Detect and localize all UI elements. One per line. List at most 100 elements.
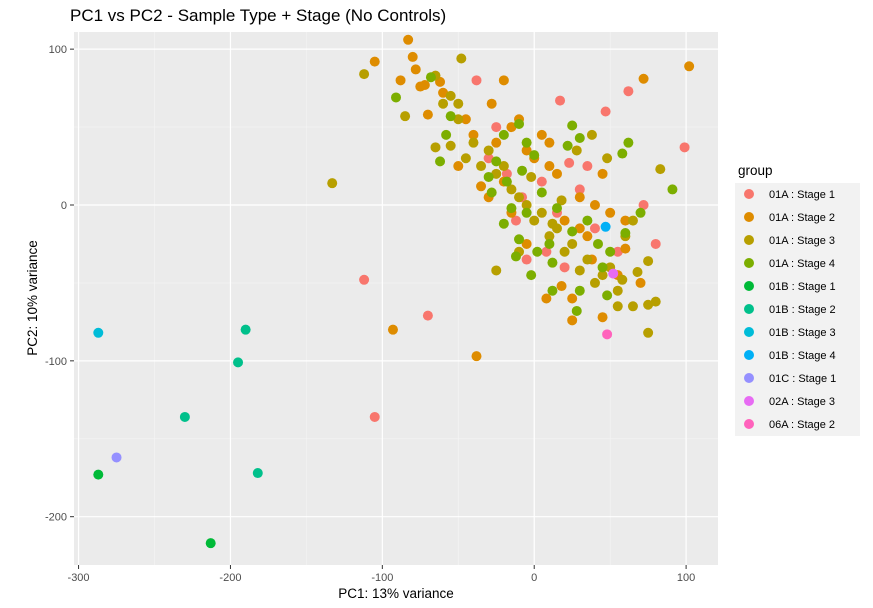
legend-key-background — [735, 183, 860, 436]
point-01a-stage-2 — [597, 312, 608, 323]
y-tick-label: -200 — [45, 512, 67, 524]
point-01a-stage-3 — [627, 215, 638, 226]
point-01a-stage-2 — [567, 315, 578, 326]
point-01a-stage-2 — [552, 168, 562, 179]
point-01a-stage-3 — [547, 218, 558, 229]
point-01a-stage-3 — [612, 285, 623, 296]
point-01a-stage-3 — [453, 114, 464, 125]
point-01a-stage-4 — [536, 187, 547, 198]
point-01a-stage-3 — [643, 327, 654, 338]
point-01a-stage-4 — [532, 246, 543, 257]
point-02a-stage-3 — [608, 268, 619, 279]
point-01a-stage-4 — [498, 218, 509, 229]
legend-key-01b-stage-3 — [744, 327, 754, 337]
point-01a-stage-2 — [567, 293, 578, 304]
x-tick-label: 0 — [531, 572, 537, 584]
point-01a-stage-4 — [435, 156, 446, 167]
point-01a-stage-2 — [574, 192, 585, 203]
point-01a-stage-4 — [574, 132, 585, 143]
point-01a-stage-2 — [582, 231, 593, 242]
point-01a-stage-4 — [521, 207, 532, 218]
legend-label-01a-stage-2: 01A : Stage 2 — [769, 212, 835, 224]
point-01a-stage-4 — [623, 137, 634, 148]
point-01a-stage-4 — [498, 129, 509, 140]
legend-key-01b-stage-1 — [744, 281, 754, 291]
point-01a-stage-4 — [571, 305, 582, 316]
legend-key-02a-stage-3 — [744, 396, 754, 406]
point-01a-stage-3 — [514, 192, 525, 203]
legend-label-01c-stage-1: 01C : Stage 1 — [769, 373, 836, 385]
point-01a-stage-1 — [521, 254, 532, 265]
point-01a-stage-3 — [612, 301, 623, 312]
point-01a-stage-3 — [574, 265, 585, 276]
point-01a-stage-2 — [589, 199, 600, 210]
point-01a-stage-2 — [521, 238, 532, 249]
point-01a-stage-3 — [589, 277, 600, 288]
point-01a-stage-2 — [486, 98, 497, 109]
point-01a-stage-1 — [582, 161, 593, 172]
point-01a-stage-3 — [650, 296, 661, 307]
point-01a-stage-1 — [471, 75, 482, 86]
legend-label-01a-stage-4: 01A : Stage 4 — [769, 258, 835, 270]
x-tick-label: 100 — [677, 572, 695, 584]
point-01a-stage-1 — [369, 411, 380, 422]
point-01a-stage-4 — [547, 257, 558, 268]
point-01a-stage-1 — [559, 262, 570, 273]
point-01a-stage-3 — [327, 178, 338, 189]
point-01a-stage-3 — [483, 145, 494, 156]
point-01a-stage-4 — [620, 228, 631, 239]
point-01a-stage-3 — [498, 161, 509, 172]
point-01a-stage-2 — [468, 129, 479, 140]
point-01a-stage-2 — [521, 145, 532, 156]
legend-key-01a-stage-4 — [744, 258, 754, 268]
point-01a-stage-4 — [562, 140, 573, 151]
point-01a-stage-2 — [460, 114, 471, 125]
point-01a-stage-1 — [623, 86, 634, 97]
point-01a-stage-4 — [510, 251, 521, 262]
point-01b-stage-2 — [252, 468, 263, 479]
x-axis-title: PC1: 13% variance — [338, 586, 454, 601]
major-gridlines — [74, 32, 718, 565]
point-01a-stage-1 — [555, 95, 566, 106]
point-01a-stage-3 — [655, 164, 666, 175]
point-01a-stage-3 — [438, 98, 449, 109]
point-01b-stage-1 — [93, 469, 104, 480]
point-01a-stage-4 — [567, 120, 578, 131]
point-01a-stage-3 — [506, 184, 517, 195]
point-01a-stage-2 — [407, 51, 418, 62]
point-01a-stage-3 — [556, 195, 567, 206]
point-01a-stage-2 — [403, 34, 414, 45]
point-01a-stage-3 — [456, 53, 467, 64]
point-01a-stage-4 — [445, 111, 456, 122]
point-01a-stage-4 — [486, 187, 497, 198]
point-01a-stage-3 — [468, 137, 479, 148]
point-01a-stage-3 — [460, 153, 471, 164]
point-01a-stage-2 — [410, 64, 421, 75]
point-01a-stage-4 — [501, 176, 512, 187]
point-01c-stage-1 — [111, 452, 122, 463]
point-01a-stage-3 — [602, 153, 613, 164]
legend-label-06a-stage-2: 06A : Stage 2 — [769, 419, 835, 431]
point-01a-stage-2 — [605, 207, 616, 218]
point-01a-stage-4 — [667, 184, 678, 195]
point-01a-stage-3 — [476, 161, 487, 172]
point-01a-stage-2 — [684, 61, 695, 72]
point-01a-stage-3 — [632, 267, 643, 278]
point-01a-stage-4 — [574, 285, 585, 296]
point-01a-stage-3 — [359, 69, 370, 80]
point-01a-stage-2 — [638, 73, 649, 84]
point-01b-stage-1 — [205, 538, 216, 549]
point-01a-stage-4 — [567, 226, 578, 237]
point-01a-stage-3 — [453, 98, 464, 109]
legend-label-01a-stage-3: 01A : Stage 3 — [769, 235, 835, 247]
point-01a-stage-3 — [521, 199, 532, 210]
point-01a-stage-4 — [582, 215, 593, 226]
point-01a-stage-3 — [643, 256, 654, 267]
point-01a-stage-3 — [582, 254, 593, 265]
point-01a-stage-2 — [620, 215, 631, 226]
point-01a-stage-1 — [650, 238, 661, 249]
point-01a-stage-1 — [541, 246, 552, 257]
point-01a-stage-2 — [541, 293, 552, 304]
point-01a-stage-4 — [617, 148, 628, 159]
